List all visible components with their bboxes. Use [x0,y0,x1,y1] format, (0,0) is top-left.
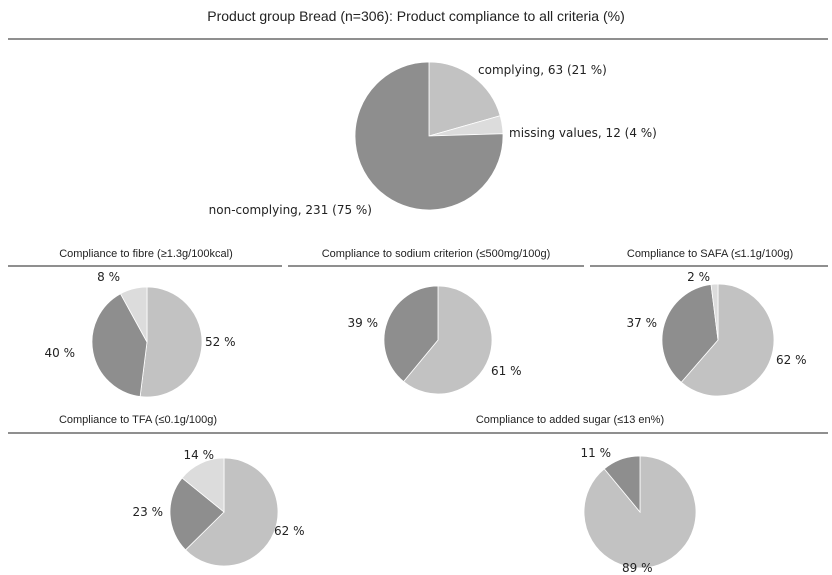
sodium-pie-label-1: 39 % [348,316,379,330]
tfa-subtitle: Compliance to TFA (≤0.1g/100g) [58,414,218,426]
safa-pie-label-0: 62 % [776,353,807,367]
tfa-pie-label-0: 62 % [274,524,305,538]
rule-row2-c [590,265,828,267]
tfa-pie-slice-1 [169,477,225,551]
rule-row2-b [288,265,584,267]
tfa-pie-label-2: 14 % [184,448,215,462]
fibre-pie-slice-1 [91,293,148,398]
safa-pie: 62 % 37 % 2 % [627,270,807,397]
tfa-pie-slice-0 [184,457,279,567]
tfa-pie-label-1: 23 % [133,505,164,519]
fibre-pie-label-0: 52 % [205,335,236,349]
safa-pie-slice-1 [661,283,719,383]
main-pie: complying, 63 (21 %) missing values, 12 (… [209,61,657,217]
main-pie-label-2: non-complying, 231 (75 %) [209,203,372,217]
rule-row3 [8,432,828,434]
sodium-pie-slice-1 [383,285,439,383]
safa-pie-label-1: 37 % [627,316,658,330]
sugar-pie: 89 % 11 % [581,446,697,575]
tfa-pie-slice-2 [181,457,225,513]
tfa-pie: 62 % 23 % 14 % [133,448,305,567]
sodium-pie-label-0: 61 % [491,364,522,378]
figure-title: Product group Bread (n=306): Product com… [207,8,625,24]
sugar-pie-slice-1 [603,455,641,514]
main-pie-slice-2 [354,61,504,211]
main-pie-slice-0 [428,61,501,137]
sodium-subtitle: Compliance to sodium criterion (≤500mg/1… [321,248,551,260]
fibre-pie: 52 % 40 % 8 % [45,270,236,398]
sodium-pie: 61 % 39 % [348,285,522,395]
safa-pie-label-2: 2 % [687,270,710,284]
main-pie-label-1: missing values, 12 (4 %) [509,126,657,140]
fibre-pie-slice-0 [139,286,203,398]
fibre-pie-label-2: 8 % [97,270,120,284]
rule-row2-a [8,265,282,267]
fibre-pie-label-1: 40 % [45,346,76,360]
fibre-subtitle: Compliance to fibre (≥1.3g/100kcal) [59,248,233,260]
safa-pie-slice-2 [710,283,719,341]
main-pie-label-0: complying, 63 (21 %) [478,63,607,77]
sodium-pie-slice-0 [403,285,493,395]
sugar-subtitle: Compliance to added sugar (≤13 en%) [475,414,665,426]
fibre-pie-slice-2 [119,286,148,343]
safa-pie-slice-0 [680,283,775,397]
safa-subtitle: Compliance to SAFA (≤1.1g/100g) [626,248,794,260]
sugar-pie-label-0: 89 % [622,561,653,575]
sugar-pie-label-1: 11 % [581,446,612,460]
top-rule [8,38,828,40]
